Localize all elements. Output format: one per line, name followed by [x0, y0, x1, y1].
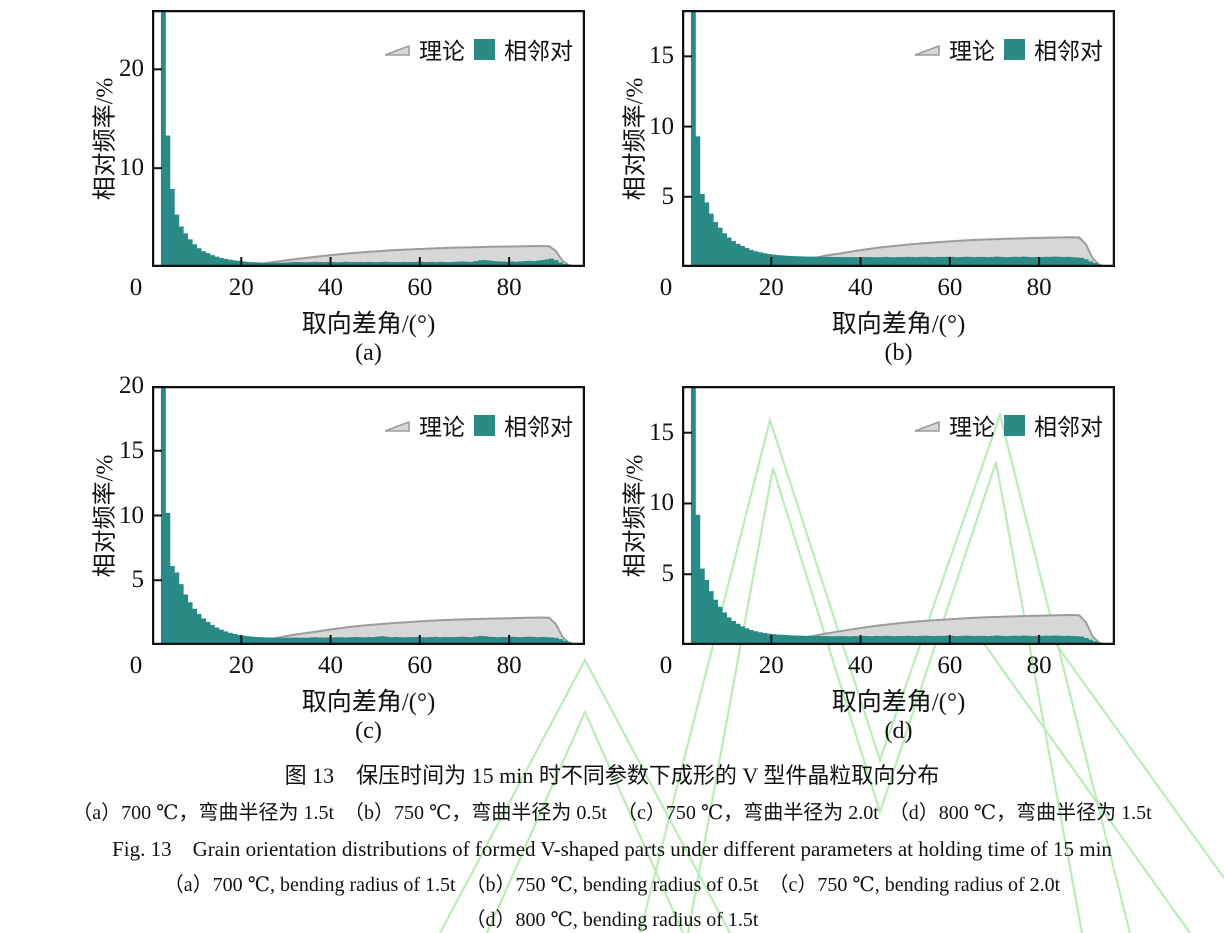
legend-adjacent-label: 相邻对 [504, 39, 573, 64]
x-tick-label: 80 [1026, 274, 1052, 301]
y-tick-label: 15 [649, 42, 674, 70]
legend-adjacent-label: 相邻对 [1034, 39, 1103, 64]
histogram-bars [690, 386, 1111, 645]
axis-ticks [152, 68, 511, 266]
x-tick-label: 40 [318, 652, 344, 679]
y-tick-label: 5 [661, 560, 675, 588]
caption-en-title: Fig. 13 Grain orientation distributions … [112, 837, 1112, 861]
subplot-label: (d) [884, 718, 913, 744]
x-tick-label: 0 [659, 652, 673, 679]
theory-wedge-icon [914, 420, 940, 432]
y-tick-label: 10 [119, 501, 144, 529]
x-tick-label: 40 [848, 652, 874, 679]
y-tick-label: 10 [119, 154, 144, 182]
subplot-label: (b) [884, 340, 913, 366]
x-tick-label: 60 [937, 652, 963, 679]
caption-cn-subitems: （a）700 ℃，弯曲半径为 1.5t （b）750 ℃，弯曲半径为 0.5t … [72, 802, 1152, 824]
subplot-label: (c) [355, 718, 382, 744]
x-axis-title: 取向差角/(°) [831, 689, 966, 716]
theory-wedge-icon [384, 420, 410, 432]
x-tick-label: 80 [496, 274, 522, 301]
x-axis-title: 取向差角/(°) [301, 689, 436, 716]
adjacent-pairs-swatch-icon [1004, 414, 1025, 436]
x-tick-label: 80 [1026, 652, 1052, 679]
axis-ticks [152, 386, 511, 644]
x-axis-title: 取向差角/(°) [301, 311, 436, 338]
legend-theory-label: 理论 [949, 415, 995, 440]
x-tick-label: 60 [937, 274, 963, 301]
plot-b [682, 10, 1115, 267]
x-tick-label: 0 [659, 274, 673, 301]
theory-wedge-icon [914, 44, 940, 56]
y-tick-label: 5 [661, 182, 675, 210]
y-tick-label: 10 [649, 112, 674, 140]
y-tick-label: 15 [649, 418, 674, 446]
x-tick-label: 60 [407, 274, 433, 301]
x-tick-label: 40 [318, 274, 344, 301]
y-axis-title: 相对频率/% [622, 454, 649, 577]
caption-en-subitems-2: （d）800 ℃, bending radius of 1.5t [465, 909, 759, 931]
y-tick-label: 20 [119, 372, 144, 399]
legend-theory-label: 理论 [949, 39, 995, 64]
y-axis-title: 相对频率/% [92, 77, 119, 200]
x-tick-label: 20 [228, 652, 254, 679]
plot-frame [152, 10, 585, 267]
x-tick-label: 0 [129, 652, 143, 679]
legend-theory-label: 理论 [419, 415, 465, 440]
x-axis-title: 取向差角/(°) [831, 311, 966, 338]
y-axis-title: 相对频率/% [622, 77, 649, 200]
x-tick-label: 80 [496, 652, 522, 679]
caption-en-subitems-1: （a）700 ℃, bending radius of 1.5t （b）750 … [163, 874, 1061, 896]
x-tick-label: 60 [407, 652, 433, 679]
y-tick-label: 20 [119, 55, 144, 83]
legend: 理论 相邻对 [914, 32, 1103, 66]
legend: 理论 相邻对 [384, 408, 573, 442]
x-tick-label: 40 [848, 274, 874, 301]
adjacent-pairs-swatch-icon [474, 414, 495, 436]
x-tick-label: 20 [758, 274, 784, 301]
plot-frame [682, 10, 1115, 267]
x-tick-label: 20 [228, 274, 254, 301]
adjacent-pairs-swatch-icon [474, 38, 495, 60]
y-tick-label: 15 [119, 436, 144, 464]
caption-cn-title: 图 13 保压时间为 15 min 时不同参数下成形的 V 型件晶粒取向分布 [284, 763, 940, 788]
axis-ticks [682, 431, 1041, 644]
subplot-label: (a) [355, 340, 382, 366]
x-tick-label: 20 [758, 652, 784, 679]
legend: 理论 相邻对 [914, 408, 1103, 442]
y-tick-label: 5 [131, 566, 145, 594]
plot-a [152, 10, 585, 267]
plot-d [682, 386, 1115, 645]
plot-frame [152, 386, 585, 645]
axis-ticks [682, 55, 1041, 266]
histogram-bars [690, 10, 1111, 267]
adjacent-pairs-swatch-icon [1004, 38, 1025, 60]
legend: 理论 相邻对 [384, 32, 573, 66]
theory-wedge-icon [384, 44, 410, 56]
y-axis-title: 相对频率/% [92, 454, 119, 577]
x-tick-label: 0 [129, 274, 143, 301]
y-tick-label: 10 [649, 489, 674, 517]
histogram-bars [160, 386, 581, 645]
legend-adjacent-label: 相邻对 [504, 415, 573, 440]
legend-adjacent-label: 相邻对 [1034, 415, 1103, 440]
plot-c [152, 386, 585, 645]
plot-frame [682, 386, 1115, 645]
legend-theory-label: 理论 [419, 39, 465, 64]
